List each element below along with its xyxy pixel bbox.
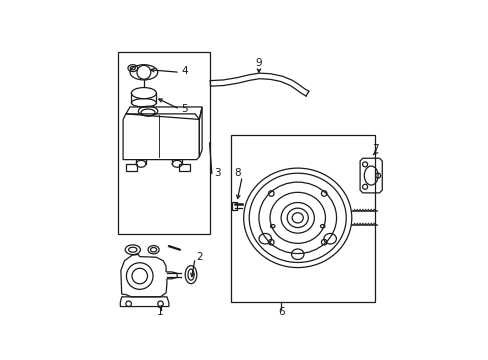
Bar (231, 202, 236, 210)
Text: 8: 8 (234, 168, 241, 179)
Text: 1: 1 (157, 307, 163, 317)
Text: 6: 6 (277, 307, 284, 317)
Text: 5: 5 (181, 104, 187, 114)
Text: 4: 4 (181, 66, 187, 76)
Text: 9: 9 (255, 58, 262, 68)
Text: 7: 7 (371, 144, 378, 153)
Bar (231, 135, 375, 302)
Text: 2: 2 (196, 252, 203, 262)
Text: 3: 3 (214, 168, 221, 179)
Bar (118, 51, 209, 234)
